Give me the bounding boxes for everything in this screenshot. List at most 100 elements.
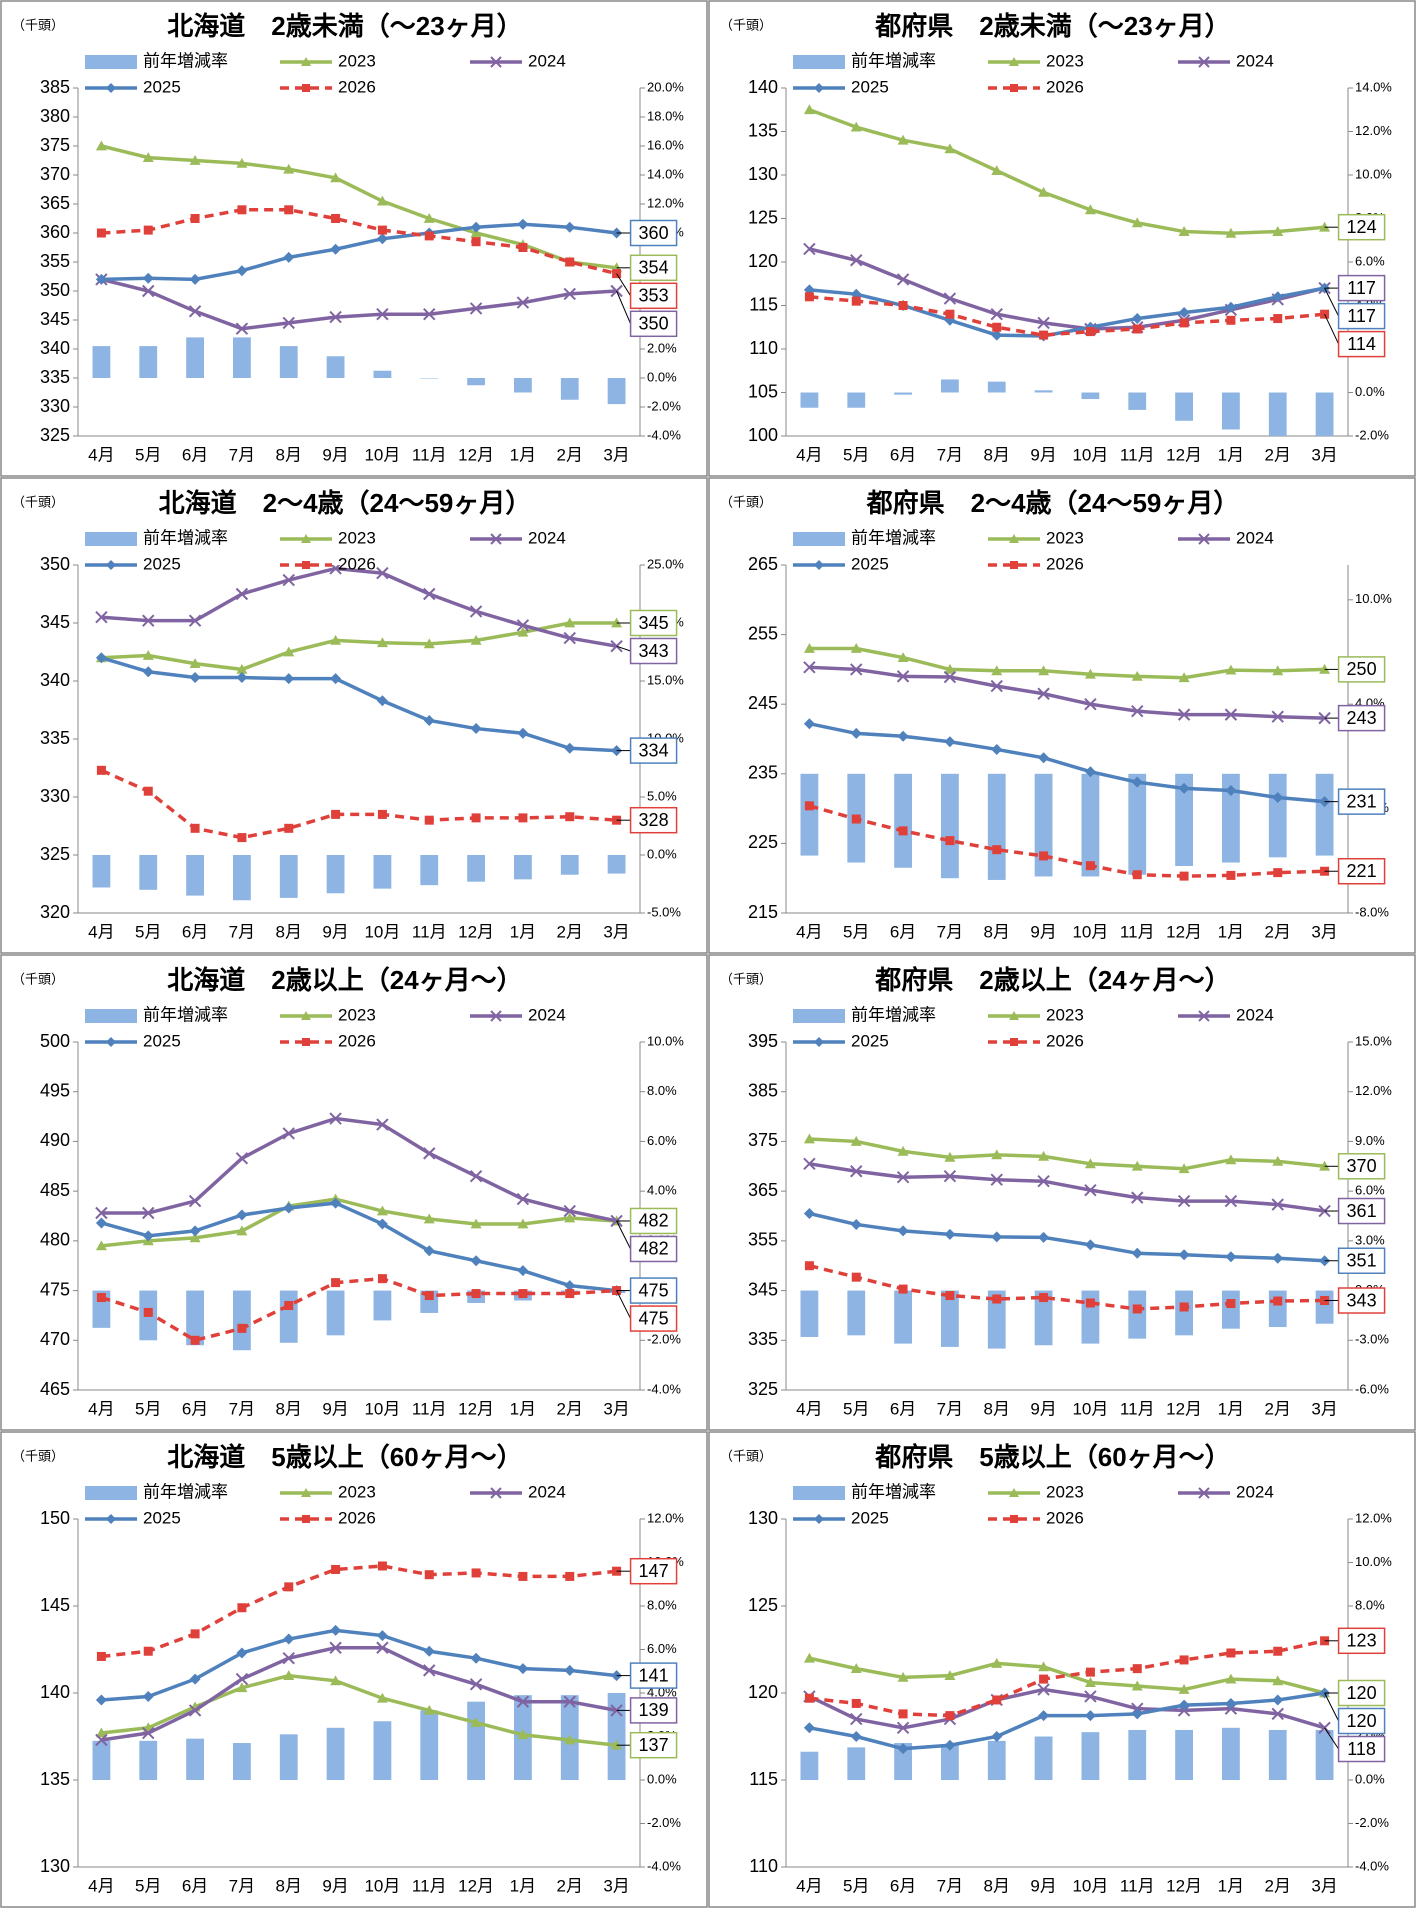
legend-marker xyxy=(490,1010,502,1022)
x-tick-label: 10月 xyxy=(364,445,400,464)
bar xyxy=(1128,1290,1147,1339)
bar xyxy=(467,378,485,386)
x-tick-label: 9月 xyxy=(322,1399,348,1418)
x-tick-label: 8月 xyxy=(984,1876,1010,1895)
x-tick-label: 3月 xyxy=(1311,445,1337,464)
x-tick-label: 6月 xyxy=(890,922,916,941)
y-tick-label: 255 xyxy=(748,623,778,643)
marker xyxy=(517,1218,529,1229)
bar xyxy=(233,1743,251,1780)
marker xyxy=(1084,1710,1096,1722)
marker xyxy=(470,1652,482,1664)
line xyxy=(809,721,1325,804)
marker xyxy=(944,1151,956,1162)
marker xyxy=(470,221,482,233)
marker xyxy=(1318,1204,1331,1218)
marker xyxy=(1038,752,1050,764)
line xyxy=(100,144,617,270)
legend-marker xyxy=(301,534,311,543)
y-tick-label: 330 xyxy=(40,396,70,416)
marker xyxy=(1318,711,1331,725)
legend-swatch xyxy=(85,55,137,69)
marker xyxy=(189,273,201,285)
line xyxy=(101,566,617,648)
marker xyxy=(423,1213,435,1224)
y2-tick-label: 15.0% xyxy=(647,672,684,687)
label-leader xyxy=(1324,313,1340,345)
data-label-box xyxy=(1337,1247,1386,1274)
marker xyxy=(424,1570,434,1580)
marker xyxy=(943,1170,957,1183)
chart-title: 北海道 5歳以上（60ヶ月～） xyxy=(167,1442,522,1472)
plot-marks xyxy=(800,643,1334,881)
bar xyxy=(1175,1290,1193,1336)
y2-tick-label: 0.0% xyxy=(1355,384,1385,399)
data-label-box xyxy=(629,254,678,282)
x-tick-label: 12月 xyxy=(1166,922,1202,941)
legend-label: 2025 xyxy=(851,1508,889,1527)
data-label-box xyxy=(629,1277,678,1304)
legend-marker xyxy=(1198,533,1210,545)
y-tick-label: 140 xyxy=(748,77,778,97)
marker xyxy=(330,673,342,685)
bar xyxy=(233,1290,251,1351)
bar xyxy=(987,1740,1006,1780)
y2-tick-label: -2.0% xyxy=(1355,1815,1389,1830)
marker xyxy=(898,1709,908,1719)
marker xyxy=(564,617,576,628)
legend-label: 2023 xyxy=(338,51,376,70)
marker xyxy=(1226,870,1236,880)
bar xyxy=(467,855,485,882)
data-label-box xyxy=(1337,1153,1386,1180)
data-label: 124 xyxy=(1347,217,1377,237)
y-tick-label: 325 xyxy=(748,1379,778,1399)
x-tick-label: 1月 xyxy=(1218,922,1244,941)
bar xyxy=(1128,1729,1147,1780)
marker xyxy=(283,1633,295,1645)
y-tick-label: 150 xyxy=(40,1508,70,1528)
y-tick-label: 325 xyxy=(40,425,70,445)
data-label-box xyxy=(1337,274,1386,302)
x-tick-label: 7月 xyxy=(937,1399,963,1418)
marker xyxy=(377,225,387,235)
legend-label: 2026 xyxy=(338,554,376,573)
marker xyxy=(469,1170,483,1183)
legend-label: 2026 xyxy=(1046,554,1084,573)
marker xyxy=(1084,1239,1096,1251)
marker xyxy=(898,1284,908,1294)
marker xyxy=(944,1670,956,1680)
legend-marker xyxy=(1009,57,1019,66)
marker xyxy=(945,309,955,319)
marker xyxy=(236,157,248,168)
marker xyxy=(1038,1150,1050,1161)
marker xyxy=(423,213,435,223)
marker xyxy=(471,813,481,823)
marker xyxy=(95,1727,107,1738)
legend-marker xyxy=(1010,84,1018,92)
y2-tick-label: 9.0% xyxy=(1355,1133,1385,1148)
marker xyxy=(804,292,814,302)
x-tick-label: 11月 xyxy=(1120,1876,1155,1895)
marker xyxy=(897,1743,909,1755)
marker xyxy=(896,1721,910,1735)
data-label: 141 xyxy=(639,1665,669,1685)
marker xyxy=(897,134,909,145)
y-tick-label: 350 xyxy=(40,280,70,300)
marker xyxy=(189,672,201,684)
y2-tick-label: 10.0% xyxy=(1355,591,1392,606)
marker xyxy=(1225,1673,1237,1684)
legend-marker xyxy=(106,1037,116,1047)
plot-marks xyxy=(800,1133,1334,1349)
y-tick-label: 370 xyxy=(40,164,70,184)
marker xyxy=(95,1217,107,1229)
marker xyxy=(1224,1194,1238,1208)
marker xyxy=(1131,704,1144,718)
x-tick-label: 6月 xyxy=(182,1876,208,1895)
bar xyxy=(92,1740,111,1780)
marker xyxy=(189,1673,201,1685)
marker xyxy=(898,826,908,836)
marker xyxy=(470,723,482,735)
bar xyxy=(560,855,579,875)
legend-marker xyxy=(490,56,502,68)
y-tick-label: 110 xyxy=(749,338,778,358)
